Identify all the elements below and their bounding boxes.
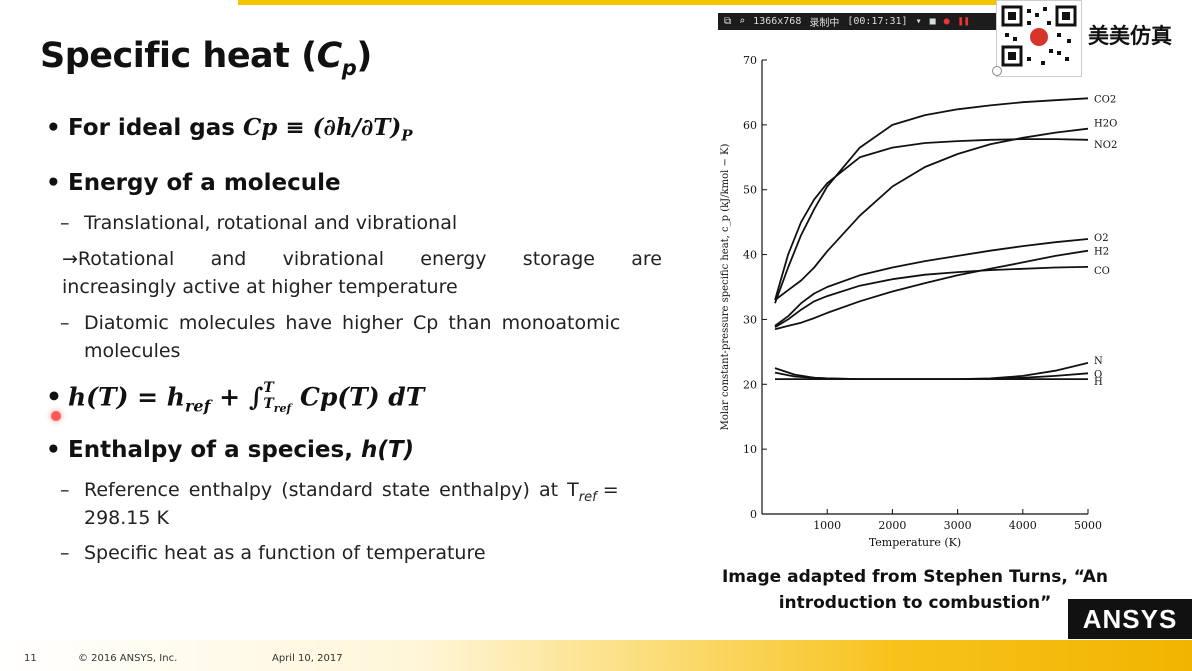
title-symbol: C bbox=[316, 36, 343, 76]
ref-line-1: Reference enthalpy (standard state entha… bbox=[84, 479, 579, 501]
y-tick-label: 70 bbox=[743, 54, 757, 67]
enthalpy-eq-integral: + ∫ bbox=[210, 382, 264, 412]
ref-line-2: 298.15 K bbox=[84, 507, 169, 529]
recorder-toolbar[interactable]: ⧉ ⌕ 1366x768 录制中 [00:17:31] ▾ ■ ● ❚❚ bbox=[718, 13, 998, 30]
series-label-no2: NO2 bbox=[1094, 140, 1117, 151]
image-caption: Image adapted from Stephen Turns, “An in… bbox=[712, 564, 1118, 616]
bullet-ideal-gas: • For ideal gas Cp ≡ (∂h/∂T)P bbox=[46, 114, 413, 145]
energy-sub1: Translational, rotational and vibrationa… bbox=[84, 212, 458, 234]
series-line-h2o bbox=[774, 127, 1089, 301]
series-label-o2: O2 bbox=[1094, 233, 1109, 244]
bullet-enthalpy-equation: • h(T) = href + ∫ T Tref Cp(T) dT bbox=[46, 380, 425, 417]
cp-chart: 0 10 20 30 40 50 60 70 1000 2000 3000 4000 5000 Tempe… bbox=[716, 50, 1126, 554]
y-tick-label: 30 bbox=[743, 313, 757, 326]
cp-chart-svg: 0 10 20 30 40 50 60 70 1000 2000 3000 4000 5000 Tempe… bbox=[720, 54, 1117, 549]
bullet-energy: • Energy of a molecule bbox=[46, 170, 341, 196]
pause-icon[interactable]: ❚❚ bbox=[957, 16, 970, 27]
series-line-co bbox=[774, 266, 1089, 328]
record-icon[interactable]: ● bbox=[943, 16, 950, 27]
y-axis-label: Molar constant-pressure specific heat, c… bbox=[720, 143, 731, 430]
energy-title: Energy of a molecule bbox=[68, 170, 341, 196]
y-tick-label: 50 bbox=[743, 184, 757, 197]
series-label-co: CO bbox=[1094, 266, 1110, 277]
diatomic-line-1: Diatomic molecules have higher Cp than m… bbox=[84, 312, 621, 334]
series-line-no2 bbox=[774, 138, 1089, 301]
recorder-time: [00:17:31] bbox=[847, 16, 908, 27]
recorder-icon: ⧉ bbox=[724, 16, 732, 27]
arrow-line-2: increasingly active at higher temperatur… bbox=[62, 276, 458, 298]
qr-code-icon bbox=[1001, 5, 1077, 67]
enthalpy-eq-lhs: h(T) = h bbox=[68, 382, 185, 412]
recorder-status: 录制中 bbox=[809, 18, 840, 29]
title-close: ) bbox=[356, 36, 372, 76]
dropdown-icon[interactable]: ▾ bbox=[915, 16, 922, 27]
qr-code-image bbox=[996, 0, 1082, 77]
integral-lower-sub: ref bbox=[273, 401, 292, 415]
footer-copyright: © 2016 ANSYS, Inc. bbox=[78, 653, 178, 664]
footer-date: April 10, 2017 bbox=[272, 653, 343, 664]
ideal-gas-equation: Cp ≡ (∂h/∂T) bbox=[242, 114, 402, 141]
series-line-h2 bbox=[774, 249, 1089, 331]
recorder-resolution: 1366x768 bbox=[753, 16, 802, 27]
zoom-icon: ⌕ bbox=[739, 16, 746, 27]
ref-line-1-end: = bbox=[596, 479, 619, 501]
sub-bullet-translational: – Translational, rotational and vibration… bbox=[60, 212, 458, 234]
specific-heat-fn: Specific heat as a function of temperatu… bbox=[84, 542, 486, 564]
enthalpy-species-label: Enthalpy of a species, bbox=[68, 437, 361, 463]
integral-limits: T Tref bbox=[263, 380, 291, 417]
camera-icon[interactable]: ■ bbox=[929, 16, 936, 27]
footer: 11 © 2016 ANSYS, Inc. April 10, 2017 bbox=[0, 640, 1192, 671]
x-axis-label: Temperature (K) bbox=[869, 536, 961, 549]
small-circle-handle[interactable] bbox=[992, 66, 1002, 76]
y-tick-label: 0 bbox=[750, 508, 757, 521]
title-text: Specific heat ( bbox=[40, 36, 317, 76]
ref-line-1-sub: ref bbox=[578, 489, 597, 505]
slide-title: Specific heat (Cp) bbox=[40, 36, 372, 80]
integral-upper: T bbox=[263, 380, 274, 396]
enthalpy-eq-tail: Cp(T) dT bbox=[291, 382, 425, 412]
diatomic-line-2: molecules bbox=[84, 340, 181, 362]
y-tick-label: 20 bbox=[743, 378, 757, 391]
integral-lower: T bbox=[263, 396, 274, 412]
arrow-line-1: →Rotational and vibrational energy stora… bbox=[62, 248, 662, 270]
series-label-n: N bbox=[1094, 356, 1103, 367]
enthalpy-species-italic: h(T) bbox=[360, 437, 415, 463]
y-tick-label: 40 bbox=[743, 249, 757, 262]
x-tick-label: 1000 bbox=[813, 519, 841, 532]
sub-bullet-diatomic: – Diatomic molecules have higher Cp than … bbox=[60, 312, 621, 334]
series-label-h2: H2 bbox=[1094, 247, 1109, 258]
page-number: 11 bbox=[24, 653, 37, 664]
x-tick-label: 2000 bbox=[878, 519, 906, 532]
bullet-enthalpy-species: • Enthalpy of a species, h(T) bbox=[46, 437, 415, 463]
series-label-h: H bbox=[1094, 377, 1103, 388]
ideal-gas-label: For ideal gas bbox=[68, 115, 235, 141]
title-subscript: p bbox=[341, 56, 357, 80]
ansys-logo: ANSYS bbox=[1068, 599, 1192, 639]
sub-bullet-specific-heat: – Specific heat as a function of temperat… bbox=[60, 542, 486, 564]
x-tick-label: 4000 bbox=[1009, 519, 1037, 532]
brand-watermark: 美美仿真 bbox=[1088, 24, 1172, 48]
sub-bullet-reference: – Reference enthalpy (standard state enth… bbox=[60, 479, 619, 505]
top-accent-bar bbox=[238, 0, 998, 5]
series-line-co2 bbox=[774, 97, 1089, 304]
series-label-co2: CO2 bbox=[1094, 94, 1116, 105]
caption-line-2: introduction to combustion” bbox=[778, 593, 1052, 613]
y-tick-label: 60 bbox=[743, 119, 757, 132]
x-tick-label: 5000 bbox=[1074, 519, 1102, 532]
caption-line-1: Image adapted from Stephen Turns, “An bbox=[721, 567, 1109, 587]
y-tick-label: 10 bbox=[743, 443, 757, 456]
series-label-o: O bbox=[1094, 369, 1102, 380]
x-tick-label: 3000 bbox=[944, 519, 972, 532]
laser-pointer-dot bbox=[51, 411, 61, 421]
series-label-h2o: H2O bbox=[1094, 119, 1117, 130]
ideal-gas-equation-sub: P bbox=[401, 126, 413, 145]
enthalpy-eq-ref: ref bbox=[184, 396, 211, 416]
series-line-o2 bbox=[774, 238, 1089, 327]
